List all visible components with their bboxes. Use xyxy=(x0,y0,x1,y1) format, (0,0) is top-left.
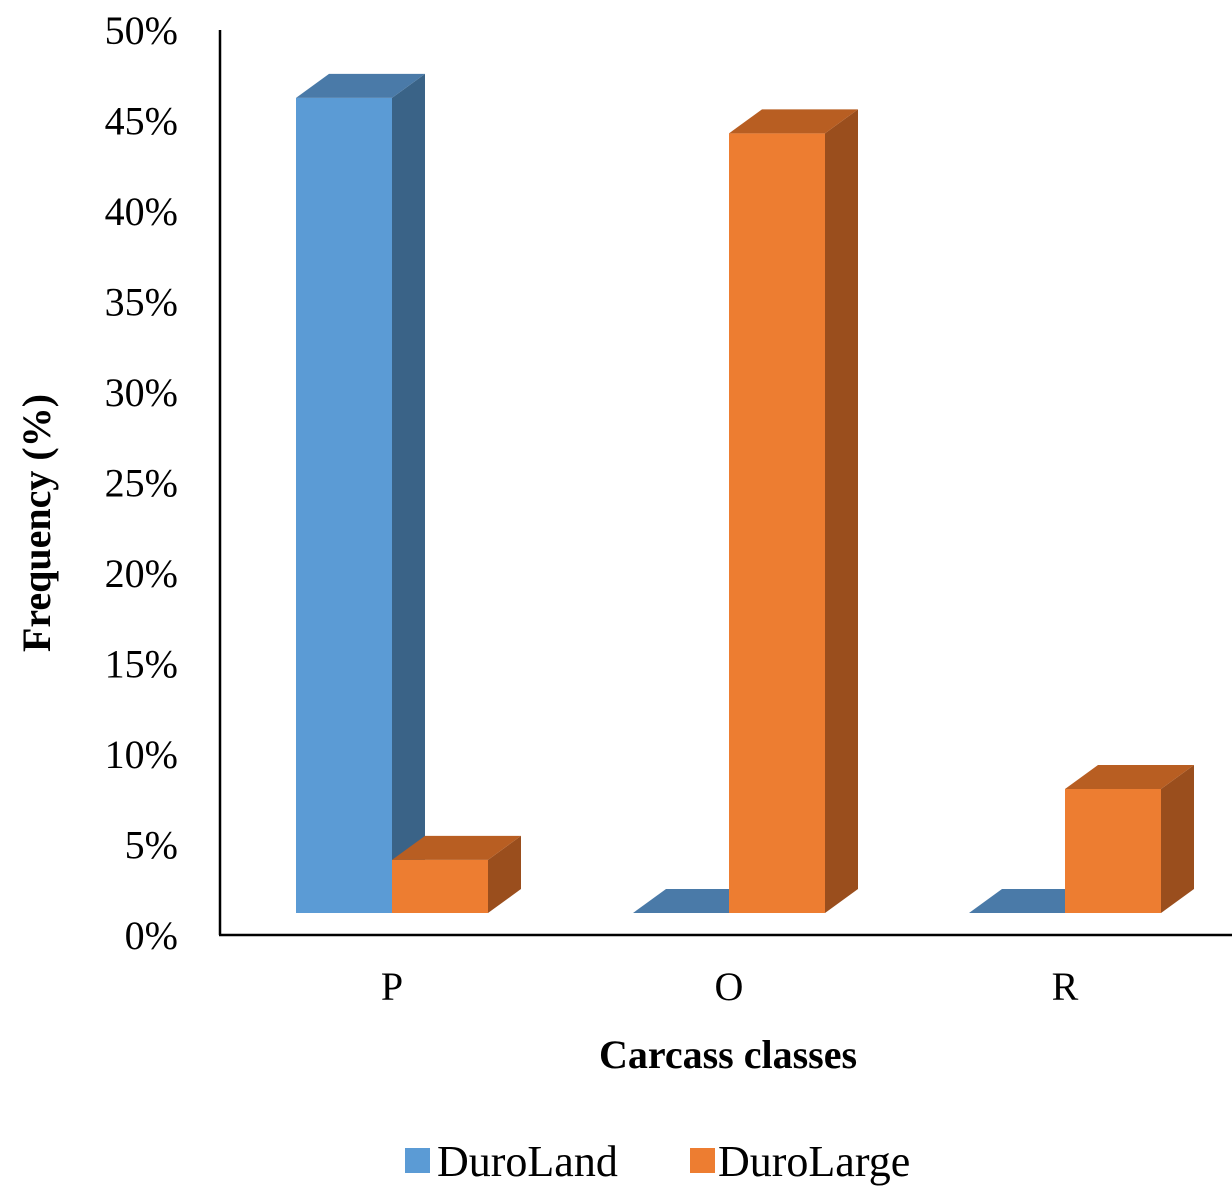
bar-side-face xyxy=(825,109,858,913)
y-tick-label: 10% xyxy=(105,732,178,777)
legend-item-duroland: DuroLand xyxy=(405,1137,618,1186)
bar-front-face xyxy=(392,859,488,913)
x-tick-label: P xyxy=(381,964,403,1009)
y-tick-labels: 0% 5% 10% 15% 20% 25% 30% 35% 40% 45% 50% xyxy=(105,8,178,958)
bar-front-face xyxy=(1065,788,1161,913)
legend: DuroLand DuroLarge xyxy=(405,1137,910,1186)
y-tick-label: 35% xyxy=(105,280,178,325)
bar-top-face xyxy=(392,835,521,860)
y-tick-label: 15% xyxy=(105,642,178,687)
y-tick-label: 45% xyxy=(105,99,178,144)
y-tick-label: 30% xyxy=(105,370,178,415)
bar-side-face xyxy=(1161,764,1194,913)
axes-layer xyxy=(218,30,1232,937)
y-tick-label: 0% xyxy=(125,913,178,958)
y-tick-label: 25% xyxy=(105,461,178,506)
bar-side-face xyxy=(392,73,425,913)
y-tick-label: 50% xyxy=(105,8,178,53)
bar-top-face xyxy=(296,73,425,98)
bars-layer xyxy=(296,73,1194,913)
y-tick-label: 20% xyxy=(105,551,178,596)
bar-front-face xyxy=(296,97,392,913)
y-axis-title: Frequency (%) xyxy=(14,394,59,652)
legend-item-durolarge: DuroLarge xyxy=(690,1137,910,1186)
legend-label: DuroLand xyxy=(437,1137,618,1186)
legend-swatch xyxy=(405,1148,430,1173)
y-tick-label: 40% xyxy=(105,189,178,234)
bar-front-face xyxy=(729,133,825,913)
y-tick-label: 5% xyxy=(125,823,178,868)
x-tick-label: R xyxy=(1052,964,1079,1009)
x-tick-label: O xyxy=(715,964,744,1009)
bar-duroland-p xyxy=(296,73,425,913)
bar-side-face xyxy=(488,835,521,913)
bar-top-face xyxy=(1065,764,1194,789)
bar-durolarge-o xyxy=(729,109,858,913)
bar-top-face xyxy=(729,109,858,134)
x-axis-title: Carcass classes xyxy=(599,1032,857,1077)
legend-swatch xyxy=(690,1148,715,1173)
bar-durolarge-p xyxy=(392,835,521,913)
legend-label: DuroLarge xyxy=(718,1137,910,1186)
bar-durolarge-r xyxy=(1065,764,1194,913)
